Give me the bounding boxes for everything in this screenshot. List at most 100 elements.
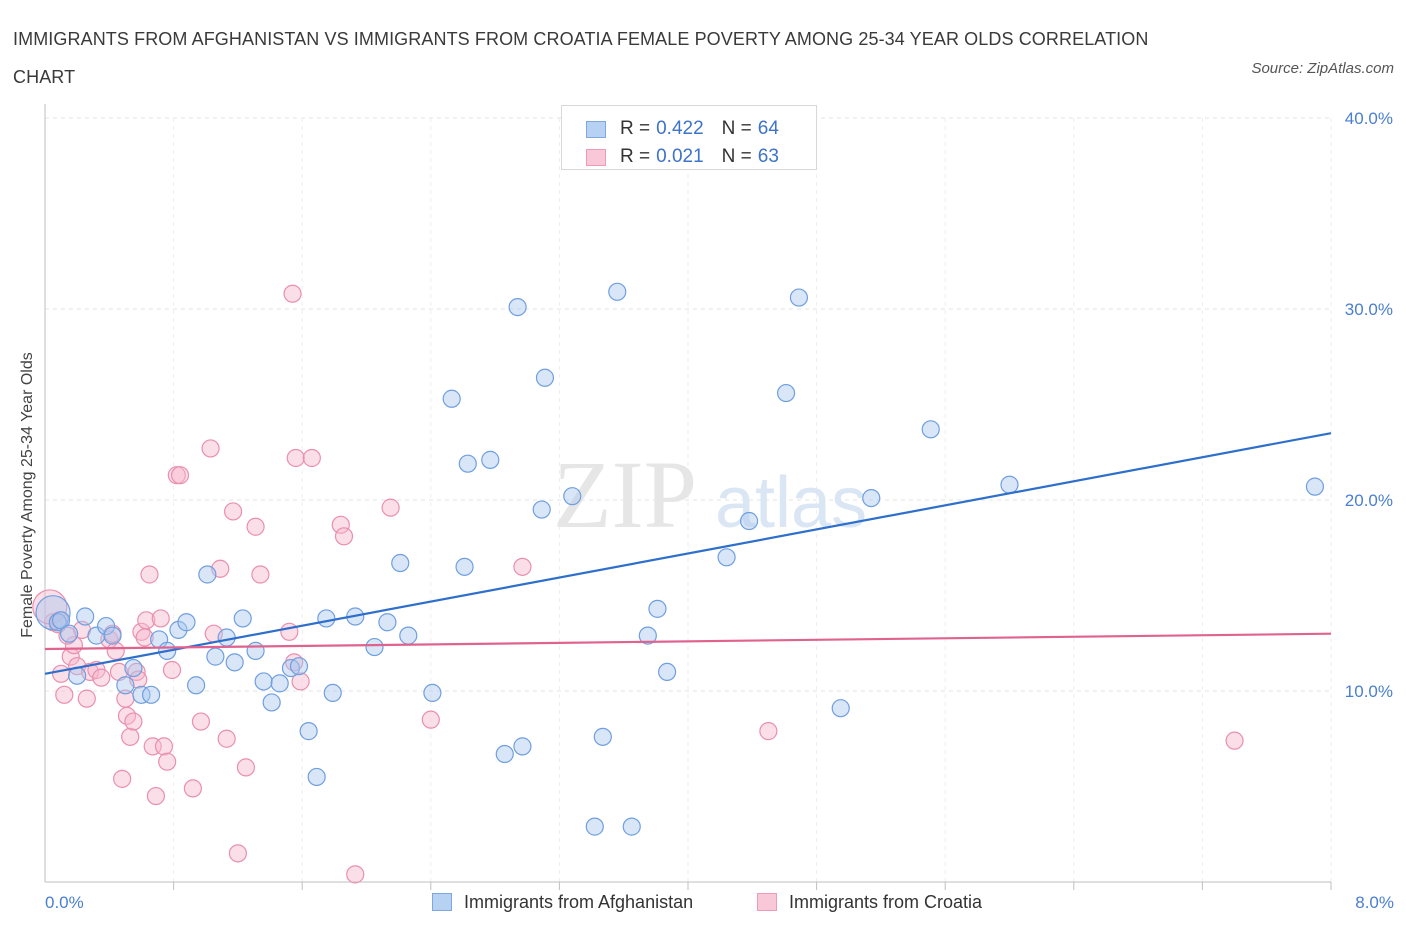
afghanistan-point xyxy=(608,282,627,301)
afghanistan-point xyxy=(103,626,122,645)
afghanistan-point xyxy=(458,454,477,473)
y-tick-label: 10.0% xyxy=(1345,682,1393,701)
afghanistan-point xyxy=(254,672,273,691)
afghanistan-point xyxy=(658,662,677,682)
afghanistan-point xyxy=(789,288,809,307)
legend-r-label: R = xyxy=(620,146,651,167)
croatia-point xyxy=(113,769,132,788)
afghanistan-point xyxy=(638,626,657,645)
afghanistan-point xyxy=(648,599,667,618)
croatia-point xyxy=(236,758,256,777)
afghanistan-point xyxy=(593,727,612,746)
croatia-point xyxy=(291,672,310,691)
croatia-point xyxy=(77,689,96,708)
croatia-point xyxy=(55,685,74,704)
croatia-point xyxy=(183,779,202,798)
croatia-point xyxy=(170,466,190,485)
legend-n-label: N = xyxy=(721,118,752,139)
afghanistan-point xyxy=(622,817,641,836)
afghanistan-point xyxy=(132,685,151,704)
croatia-point xyxy=(513,557,532,576)
croatia-point xyxy=(140,565,159,584)
afghanistan-point xyxy=(739,511,759,531)
legend-swatch-afghanistan xyxy=(586,120,606,138)
afghanistan-point xyxy=(289,657,309,676)
croatia-point xyxy=(158,752,177,771)
afghanistan-point xyxy=(225,653,244,672)
afghanistan-point xyxy=(270,674,289,693)
afghanistan-point xyxy=(299,722,318,741)
afghanistan-point xyxy=(513,737,532,756)
y-tick-label: 20.0% xyxy=(1345,491,1393,510)
afghanistan-point xyxy=(187,676,206,695)
croatia-point xyxy=(331,515,350,534)
afghanistan-point xyxy=(60,624,79,643)
croatia-point xyxy=(421,710,440,729)
afghanistan-point xyxy=(455,557,474,576)
croatia-point xyxy=(201,439,220,458)
afghanistan-point xyxy=(862,488,881,508)
afghanistan-point xyxy=(365,637,384,657)
croatia-point xyxy=(251,565,270,584)
croatia-point xyxy=(346,865,365,884)
croatia-point xyxy=(223,502,243,521)
afghanistan-point xyxy=(399,626,418,645)
croatia-point xyxy=(759,722,778,741)
croatia-point xyxy=(381,498,400,517)
afghanistan-point xyxy=(831,699,850,718)
x-tick-label-max: 8.0% xyxy=(1355,893,1394,912)
croatia-point xyxy=(246,517,265,536)
legend-r-label: R = xyxy=(620,118,651,139)
afghanistan-point xyxy=(317,609,336,628)
croatia-point xyxy=(286,448,305,468)
y-tick-label: 40.0% xyxy=(1345,109,1393,128)
x-ticks xyxy=(173,882,1332,890)
afghanistan-point xyxy=(532,500,551,519)
croatia-point xyxy=(51,664,71,683)
afghanistan-point xyxy=(1000,475,1019,494)
croatia-point xyxy=(302,448,321,468)
croatia-point xyxy=(106,641,125,660)
afghanistan-point xyxy=(481,450,500,469)
afghanistan-point xyxy=(378,613,397,632)
afghanistan-point xyxy=(535,368,555,387)
legend-r-value: 0.021 xyxy=(656,146,704,167)
afghanistan-point xyxy=(921,420,940,439)
afghanistan-point xyxy=(87,626,106,645)
afghanistan-point xyxy=(262,693,281,712)
y-tick-labels: 10.0% 20.0% 30.0% 40.0% xyxy=(1345,109,1393,701)
afghanistan-point xyxy=(508,297,527,317)
afghanistan-point xyxy=(96,616,116,636)
afghanistan-point xyxy=(233,609,252,628)
watermark-atlas: atlas xyxy=(715,463,867,543)
afghanistan-point xyxy=(48,613,67,632)
croatia-point xyxy=(217,729,236,748)
croatia-point xyxy=(146,786,166,806)
croatia-point xyxy=(334,527,354,546)
afghanistan-point xyxy=(717,548,736,567)
croatia-point xyxy=(191,712,211,731)
croatia-point xyxy=(154,737,174,756)
bottom-legend-label-croatia: Immigrants from Croatia xyxy=(789,891,983,912)
chart-title: IMMIGRANTS FROM AFGHANISTAN VS IMMIGRANT… xyxy=(13,29,1149,87)
croatia-points xyxy=(32,284,1244,884)
afghanistan-point xyxy=(391,553,410,573)
afghanistan-point xyxy=(1305,477,1325,496)
afghanistan-point xyxy=(585,817,604,836)
croatia-point xyxy=(280,622,299,641)
afghanistan-point xyxy=(51,611,71,630)
croatia-point xyxy=(137,611,156,630)
afghanistan-point xyxy=(206,647,225,666)
source-note: Source: ZipAtlas.com xyxy=(1251,60,1394,77)
croatia-trend-line xyxy=(44,632,1332,651)
trend-lines xyxy=(44,432,1332,675)
afghanistan-trend-line xyxy=(44,432,1332,675)
afghanistan-point xyxy=(141,685,161,704)
legend-box: R = 0.422 N = 64 R = 0.021 N = 63 xyxy=(561,105,817,170)
bottom-legend-swatch-croatia xyxy=(757,893,777,911)
legend-row-afghanistan: R = 0.422 N = 64 xyxy=(586,116,779,142)
y-tick-label: 30.0% xyxy=(1345,300,1393,319)
croatia-point xyxy=(283,284,302,303)
legend-n-value: 64 xyxy=(757,118,779,139)
legend-row-croatia: R = 0.021 N = 63 xyxy=(586,144,779,170)
